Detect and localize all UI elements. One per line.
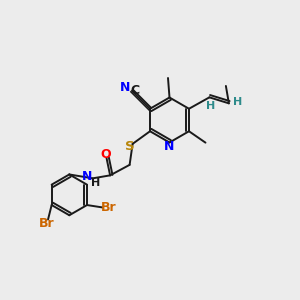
Text: S: S xyxy=(125,140,135,153)
Text: N: N xyxy=(82,170,92,183)
Text: H: H xyxy=(206,101,215,111)
Text: C: C xyxy=(130,84,140,97)
Text: H: H xyxy=(91,178,100,188)
Text: O: O xyxy=(100,148,111,160)
Text: Br: Br xyxy=(101,201,116,214)
Text: H: H xyxy=(233,97,242,107)
Text: N: N xyxy=(164,140,175,153)
Text: Br: Br xyxy=(39,218,55,230)
Text: N: N xyxy=(120,81,130,94)
